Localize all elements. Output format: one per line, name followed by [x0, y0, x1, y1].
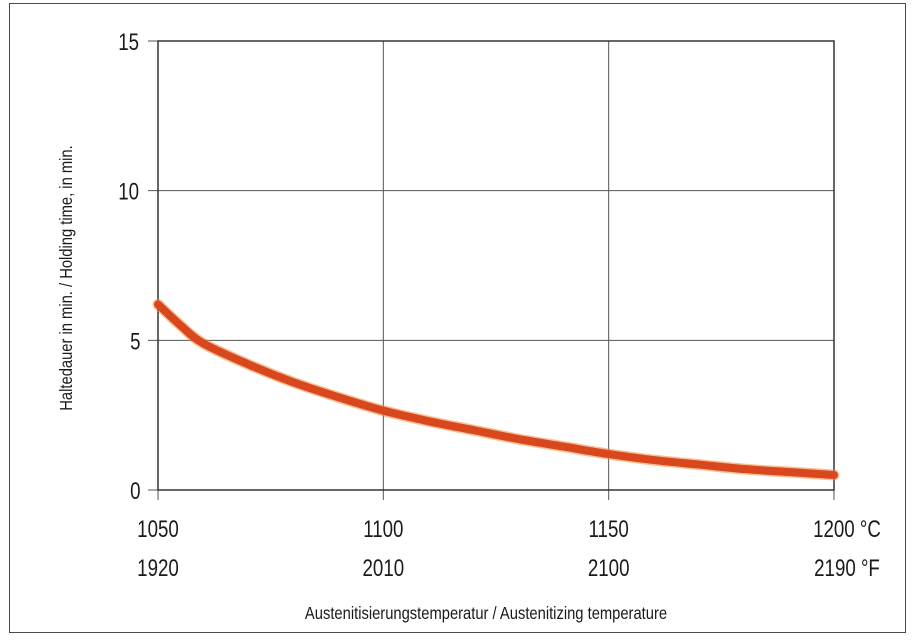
x-axis-title: Austenitisierungstemperatur / Austenitiz…	[305, 604, 667, 624]
plot-border	[157, 40, 835, 491]
series-layer	[152, 298, 840, 481]
y-tick-label-3: 15	[118, 29, 139, 56]
y-tick-labels: 0 5 10 15	[118, 29, 140, 505]
x-tick-label-f-1: 2010	[363, 555, 405, 582]
x-tick-label-f-3: 2190 °F	[814, 555, 880, 582]
x-tick-label-f-0: 1920	[137, 555, 179, 582]
y-tick-label-0: 0	[130, 478, 140, 505]
y-tick-label-2: 10	[118, 178, 139, 205]
series-0-halo	[152, 298, 840, 481]
x-tick-labels: 1050 1920 1100 2010 1150 2100 1200 °C 2190 °F	[137, 516, 881, 582]
x-tick-label-c-1: 1100	[363, 516, 403, 543]
series-0-line	[154, 300, 838, 480]
x-tick-label-f-2: 2100	[588, 555, 630, 582]
x-tick-label-c-2: 1150	[589, 516, 629, 543]
x-tick-label-c-3: 1200 °C	[813, 516, 881, 543]
plot-area-border	[157, 40, 835, 491]
x-tick-label-c-0: 1050	[137, 516, 179, 543]
y-tick-label-1: 5	[130, 328, 140, 355]
y-axis-title: Haltedauer in min. / Holding time, in mi…	[57, 145, 77, 410]
